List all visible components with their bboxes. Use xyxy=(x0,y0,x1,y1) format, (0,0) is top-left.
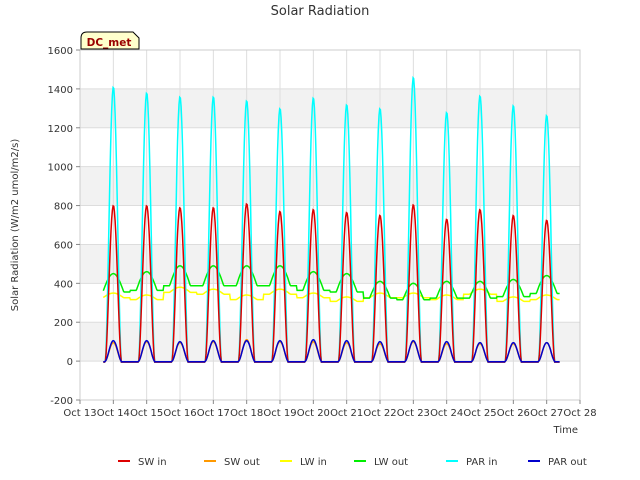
x-tick-label: Oct 21 xyxy=(330,408,363,419)
x-tick-label: Oct 19 xyxy=(263,408,296,419)
legend-label: SW in xyxy=(138,457,167,468)
plot-frame xyxy=(79,49,581,401)
series-line-lw-out xyxy=(102,265,560,301)
series-line-lw-in xyxy=(102,286,560,303)
x-tick-label: Oct 25 xyxy=(463,408,496,419)
x-tick-label: Oct 15 xyxy=(130,408,163,419)
legend-label: LW in xyxy=(300,457,327,468)
x-axis-label: Time xyxy=(553,425,578,436)
y-axis-label: Solar Radiation (W/m2 umol/m2/s) xyxy=(10,139,21,312)
station-badge-box xyxy=(80,31,140,50)
legend-item-sw-in: SW in xyxy=(118,457,167,468)
legend-item-sw-out: SW out xyxy=(204,457,260,468)
y-tick-label: 1400 xyxy=(48,85,73,96)
y-tick-label: 400 xyxy=(54,279,73,290)
x-tick-label: Oct 14 xyxy=(97,408,130,419)
plot-band xyxy=(80,166,580,206)
x-tick-label: Oct 13 xyxy=(63,408,96,419)
legend-item-par-out: PAR out xyxy=(528,457,587,468)
x-tick-label: Oct 27 xyxy=(530,408,563,419)
plot-band xyxy=(80,244,580,284)
legend-item-lw-out: LW out xyxy=(354,457,408,468)
legend-item-lw-in: LW in xyxy=(280,457,327,468)
x-tick-label: Oct 24 xyxy=(430,408,463,419)
station-badge-label: DC_met xyxy=(87,37,132,49)
x-tick-label: Oct 16 xyxy=(163,408,196,419)
plot-band xyxy=(80,322,580,362)
x-tick-label: Oct 18 xyxy=(230,408,263,419)
y-tick-label: 600 xyxy=(54,240,73,251)
y-tick-label: -200 xyxy=(50,396,73,407)
series-layer xyxy=(102,75,560,363)
plot-background-bands xyxy=(80,50,580,400)
station-badge: DC_met xyxy=(80,31,140,50)
y-tick-label: 1000 xyxy=(48,163,73,174)
legend-label: PAR in xyxy=(466,457,497,468)
x-tick-label: Oct 22 xyxy=(363,408,396,419)
legend-item-par-in: PAR in xyxy=(446,457,497,468)
plot-band xyxy=(80,88,580,128)
x-tick-label: Oct 28 xyxy=(563,408,596,419)
y-tick-label: 1200 xyxy=(48,124,73,135)
x-tick-label: Oct 26 xyxy=(497,408,530,419)
series-line-par-out xyxy=(103,339,560,363)
chart-title: Solar Radiation xyxy=(271,4,370,19)
y-tick-label: 800 xyxy=(54,202,73,213)
legend-label: LW out xyxy=(374,457,408,468)
y-tick-label: 1600 xyxy=(48,46,73,57)
legend-label: PAR out xyxy=(548,457,587,468)
x-tick-label: Oct 17 xyxy=(197,408,230,419)
x-tick-label: Oct 23 xyxy=(397,408,430,419)
y-tick-label: 0 xyxy=(67,357,73,368)
x-tick-label: Oct 20 xyxy=(297,408,330,419)
legend-label: SW out xyxy=(224,457,260,468)
legend: SW in SW out LW in LW out PAR in PAR out xyxy=(118,457,587,468)
y-tick-label: 200 xyxy=(54,318,73,329)
